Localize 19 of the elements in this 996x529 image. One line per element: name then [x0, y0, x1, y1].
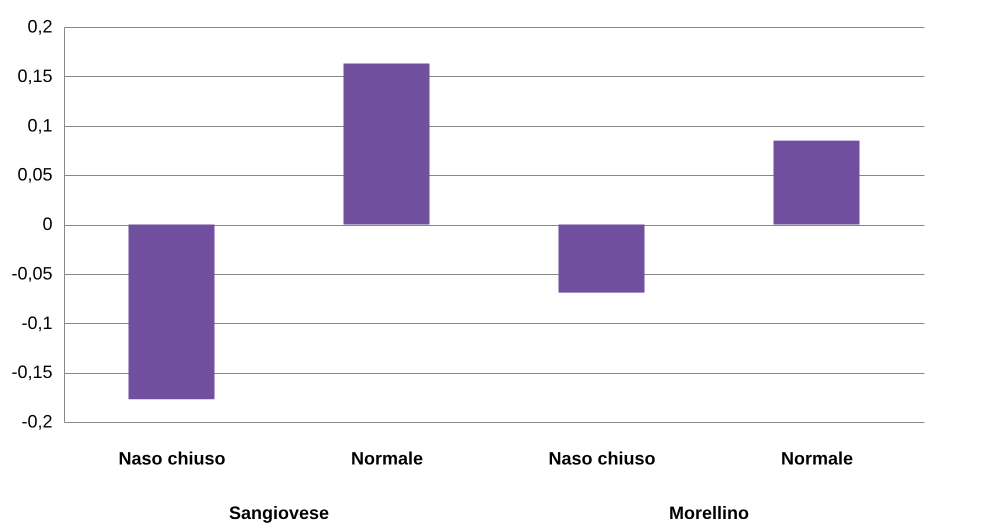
- x-tick-label: Naso chiuso: [548, 448, 656, 468]
- y-tick-label: 0: [42, 214, 52, 234]
- text: Sangiovese: [228, 503, 330, 523]
- y-tick-label: 0,05: [17, 164, 52, 185]
- y-tick-label: -0,1: [21, 312, 52, 333]
- bar: [344, 64, 430, 224]
- y-tick-label: -0,2: [21, 412, 52, 432]
- y-tick-label: 0,1: [27, 115, 52, 136]
- y-tick-label: -0,15: [11, 362, 52, 382]
- y-tick-label: 0,15: [17, 66, 52, 86]
- x-tick-label: Normale: [780, 448, 854, 468]
- y-tick-label: 0,2: [27, 16, 52, 36]
- bar: [128, 224, 214, 400]
- x-tick-label: Normale: [350, 448, 424, 468]
- text: Morellino: [669, 503, 750, 523]
- y-tick-label: -0,05: [11, 263, 52, 284]
- bar: [558, 224, 644, 293]
- x-tick-label: Naso chiuso: [118, 448, 226, 468]
- bar: [774, 140, 860, 224]
